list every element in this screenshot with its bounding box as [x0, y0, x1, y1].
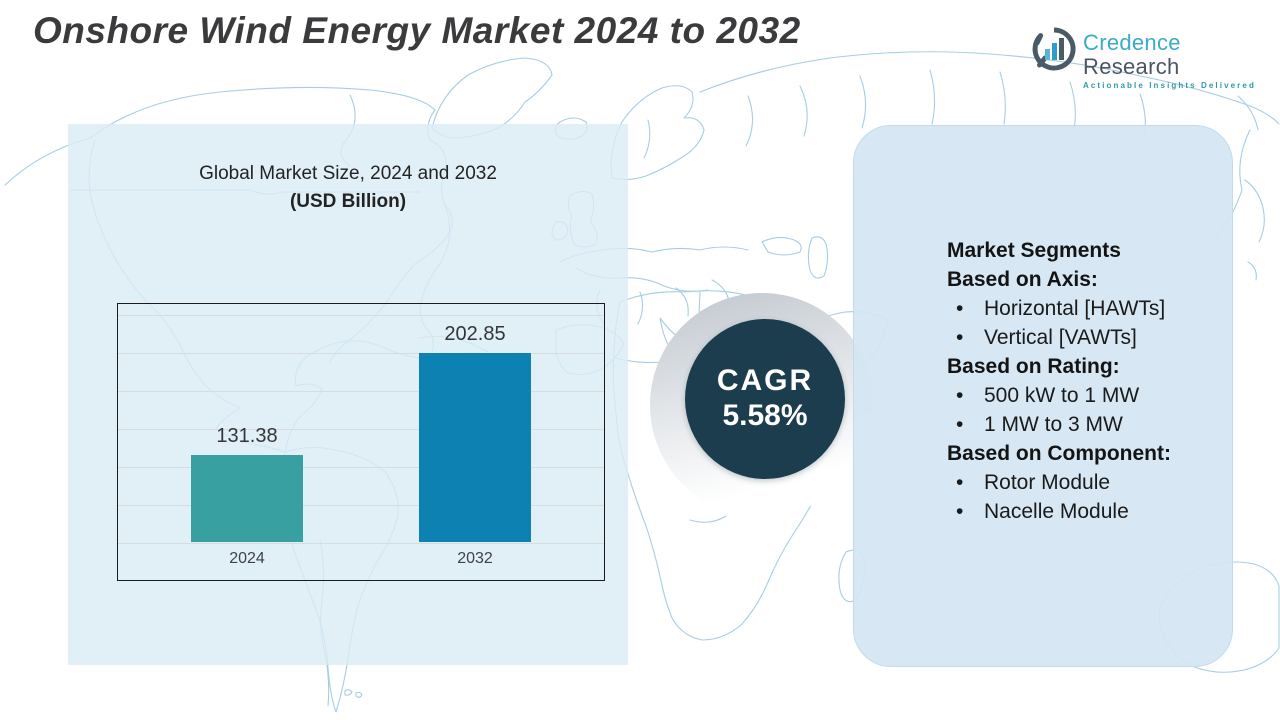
bar-chart-bubble-icon [1032, 27, 1076, 71]
bar-group-2024: 131.38 [191, 425, 303, 542]
segment-item-label: 1 MW to 3 MW [984, 413, 1123, 436]
chart-title: Global Market Size, 2024 and 2032 (USD B… [68, 160, 628, 216]
segment-item-label: Vertical [VAWTs] [984, 326, 1137, 349]
bar-rect-2024 [191, 455, 303, 542]
chart-title-line1: Global Market Size, 2024 and 2032 [199, 163, 497, 184]
bullet-icon: • [956, 297, 964, 320]
segment-item-label: Rotor Module [984, 471, 1111, 494]
cagr-label: CAGR [716, 364, 814, 397]
cagr-value: 5.58% [722, 399, 808, 432]
segments-heading-rating: Based on Rating: [947, 355, 1120, 378]
x-axis-label-2024: 2024 [229, 550, 265, 567]
segment-item-500kw-1mw: • 500 kW to 1 MW [947, 381, 1218, 410]
segments-text-block: Market Segments Based on Axis: • Horizon… [947, 236, 1218, 526]
segments-heading-axis: Based on Axis: [947, 268, 1098, 291]
segment-item-vawt: • Vertical [VAWTs] [947, 323, 1218, 352]
segment-item-label: 500 kW to 1 MW [984, 384, 1140, 407]
segment-item-nacelle: • Nacelle Module [947, 497, 1218, 526]
logo-word-research: Research [1083, 54, 1180, 79]
segments-heading-component: Based on Component: [947, 442, 1171, 465]
bullet-icon: • [956, 500, 964, 523]
bar-group-2032: 202.85 [419, 323, 531, 542]
bullet-icon: • [956, 326, 964, 349]
brand-logo: Credence Research Actionable Insights De… [1032, 27, 1280, 90]
bullet-icon: • [956, 413, 964, 436]
page-title: Onshore Wind Energy Market 2024 to 2032 [33, 10, 801, 51]
cagr-badge: CAGR 5.58% [685, 319, 845, 479]
bullet-icon: • [956, 471, 964, 494]
segment-item-1mw-3mw: • 1 MW to 3 MW [947, 410, 1218, 439]
logo-word-credence: Credence [1083, 30, 1181, 55]
chart-panel: Global Market Size, 2024 and 2032 (USD B… [68, 124, 628, 665]
chart-title-line2: (USD Billion) [289, 191, 407, 212]
bullet-icon: • [956, 384, 964, 407]
bar-chart: 131.38 202.85 2024 2032 [117, 303, 605, 581]
bar-value-label-2024: 131.38 [216, 425, 278, 447]
logo-wordmark: Credence Research [1083, 31, 1280, 79]
bar-value-label-2032: 202.85 [444, 323, 506, 345]
bar-rect-2032 [419, 353, 531, 542]
segment-item-label: Horizontal [HAWTs] [984, 297, 1166, 320]
segments-title: Market Segments [947, 239, 1121, 262]
segment-item-label: Nacelle Module [984, 500, 1129, 523]
segment-item-rotor: • Rotor Module [947, 468, 1218, 497]
logo-tagline: Actionable Insights Delivered [1083, 81, 1256, 90]
segments-panel: Market Segments Based on Axis: • Horizon… [853, 125, 1233, 667]
segment-item-hawt: • Horizontal [HAWTs] [947, 294, 1218, 323]
x-axis-label-2032: 2032 [457, 550, 493, 567]
